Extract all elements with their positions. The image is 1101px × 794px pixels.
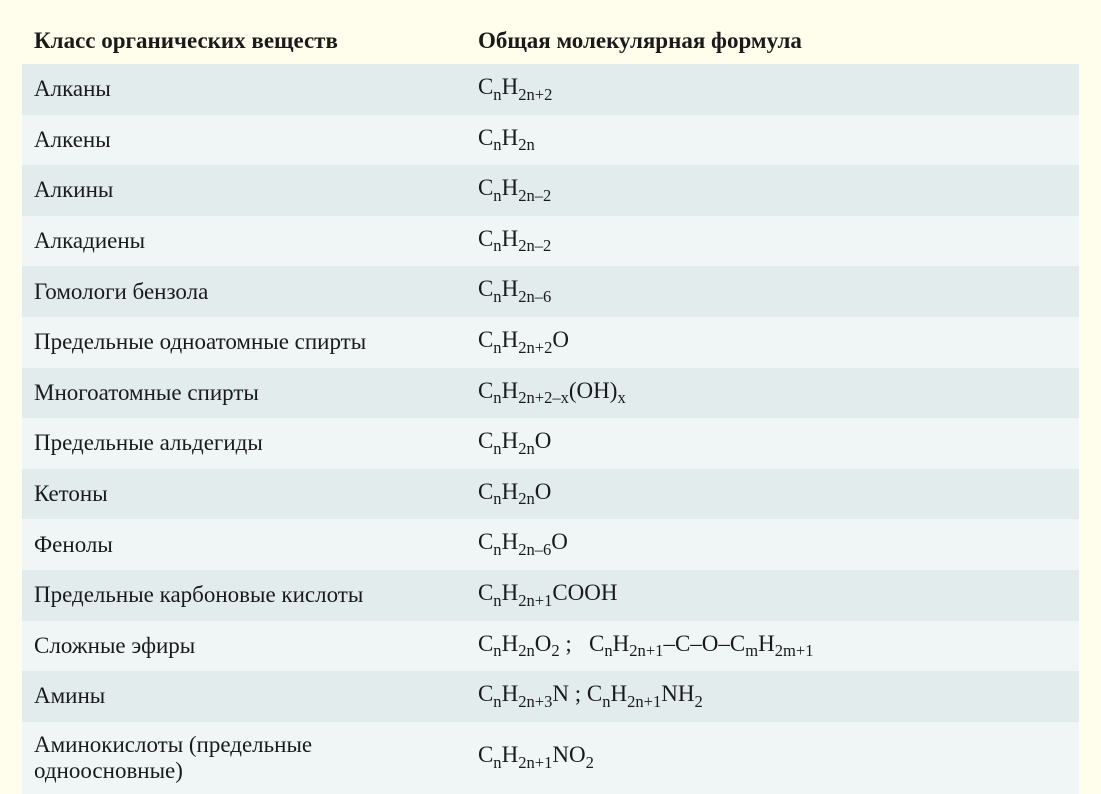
table-row: АлкеныCnH2n [22, 115, 1079, 166]
cell-formula: CnH2n+2 [466, 64, 1079, 115]
table-row: Сложные эфирыCnH2nO2 ; CnH2n+1–C–O–CmH2m… [22, 621, 1079, 672]
table-row: Предельные альдегидыCnH2nO [22, 418, 1079, 469]
cell-class: Предельные карбоновые кислоты [22, 570, 466, 621]
cell-class: Алкадиены [22, 216, 466, 267]
table-row: Предельные карбоновые кислотыCnH2n+1COOH [22, 570, 1079, 621]
cell-class: Алкены [22, 115, 466, 166]
cell-class: Сложные эфиры [22, 621, 466, 672]
cell-class: Алканы [22, 64, 466, 115]
cell-formula: CnH2n–6 [466, 266, 1079, 317]
cell-class: Алкины [22, 165, 466, 216]
cell-class: Аминокислоты (предельные одноосновные) [22, 722, 466, 794]
cell-formula: CnH2n+2–x(OH)x [466, 368, 1079, 419]
table-header-row: Класс органических веществ Общая молекул… [22, 18, 1079, 64]
cell-class: Амины [22, 671, 466, 722]
cell-class: Кетоны [22, 469, 466, 520]
table-row: АлканыCnH2n+2 [22, 64, 1079, 115]
table-row: ФенолыCnH2n–6O [22, 519, 1079, 570]
table-row: АминыCnH2n+3N ; CnH2n+1NH2 [22, 671, 1079, 722]
cell-class: Предельные альдегиды [22, 418, 466, 469]
table-row: АлкадиеныCnH2n–2 [22, 216, 1079, 267]
cell-formula: CnH2nO [466, 469, 1079, 520]
cell-formula: CnH2n–6O [466, 519, 1079, 570]
table-body: АлканыCnH2n+2АлкеныCnH2nАлкиныCnH2n–2Алк… [22, 64, 1079, 794]
table-row: Многоатомные спиртыCnH2n+2–x(OH)x [22, 368, 1079, 419]
cell-class: Предельные одноатомные спирты [22, 317, 466, 368]
cell-formula: CnH2n+2O [466, 317, 1079, 368]
cell-formula: CnH2n [466, 115, 1079, 166]
cell-class: Многоатомные спирты [22, 368, 466, 419]
cell-class: Гомологи бензола [22, 266, 466, 317]
cell-formula: CnH2n+1NO2 [466, 722, 1079, 794]
table-row: Предельные одноатомные спиртыCnH2n+2O [22, 317, 1079, 368]
table-row: АлкиныCnH2n–2 [22, 165, 1079, 216]
cell-class: Фенолы [22, 519, 466, 570]
cell-formula: CnH2nO2 ; CnH2n+1–C–O–CmH2m+1 [466, 621, 1079, 672]
cell-formula: CnH2n+3N ; CnH2n+1NH2 [466, 671, 1079, 722]
organic-compounds-table: Класс органических веществ Общая молекул… [22, 18, 1079, 794]
cell-formula: CnH2n–2 [466, 216, 1079, 267]
table-row: Гомологи бензолаCnH2n–6 [22, 266, 1079, 317]
cell-formula: CnH2n–2 [466, 165, 1079, 216]
header-formula: Общая молекулярная формула [466, 18, 1079, 64]
cell-formula: CnH2nO [466, 418, 1079, 469]
table-row: Аминокислоты (предельные одноосновные)Cn… [22, 722, 1079, 794]
header-class: Класс органических веществ [22, 18, 466, 64]
table-row: КетоныCnH2nO [22, 469, 1079, 520]
cell-formula: CnH2n+1COOH [466, 570, 1079, 621]
